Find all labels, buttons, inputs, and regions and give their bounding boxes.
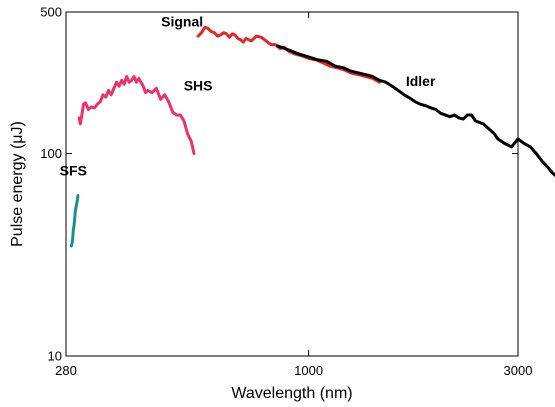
series-label-signal: Signal — [161, 13, 203, 29]
x-tick-label: 280 — [55, 363, 77, 378]
y-axis-title: Pulse energy (μJ) — [9, 121, 26, 247]
series-label-shs: SHS — [184, 77, 213, 93]
x-axis: 280 1000 3000 — [55, 12, 532, 378]
series-line-idler — [276, 44, 555, 178]
x-tick-label: 1000 — [294, 363, 323, 378]
series-line-sfs — [69, 194, 80, 248]
y-tick-label: 500 — [40, 5, 62, 20]
y-tick-label: 100 — [40, 146, 62, 161]
plot-frame — [65, 11, 519, 357]
y-axis: 10 100 500 — [40, 5, 518, 364]
series-line-shs — [77, 75, 196, 155]
series-layer: SFS SHS Signal Idler — [60, 13, 555, 248]
x-axis-title: Wavelength (nm) — [231, 385, 352, 402]
x-tick-label: 3000 — [504, 363, 533, 378]
series-line-signal — [196, 25, 381, 84]
series-label-idler: Idler — [406, 73, 436, 89]
series-label-sfs: SFS — [60, 162, 87, 178]
y-tick-label: 10 — [48, 349, 62, 364]
